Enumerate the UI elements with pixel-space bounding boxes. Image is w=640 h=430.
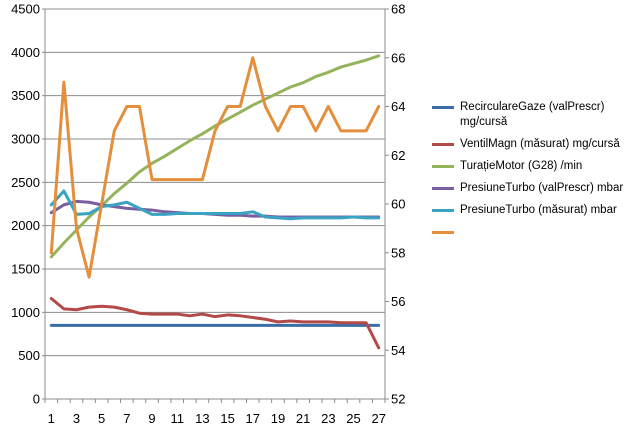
left-tick-label: 3500 xyxy=(11,88,40,103)
right-tick-label: 68 xyxy=(391,2,405,17)
legend-item: TurațieMotor (G28) /min xyxy=(432,159,638,174)
x-tick-label: 23 xyxy=(321,411,335,426)
right-axis-ticks: 52 54 56 58 60 62 64 66 68 xyxy=(391,2,405,407)
left-tick-label: 0 xyxy=(33,392,40,407)
left-tick-label: 1000 xyxy=(11,305,40,320)
right-tick-label: 52 xyxy=(391,392,405,407)
left-tick-label: 4500 xyxy=(11,2,40,17)
x-tick-label: 1 xyxy=(48,411,55,426)
left-axis-ticks: 0 500 1000 1500 2000 2500 3000 3500 4000 4500 xyxy=(11,2,40,407)
right-tick-label: 62 xyxy=(391,148,405,163)
x-tick-label: 9 xyxy=(148,411,155,426)
left-tick-label: 2000 xyxy=(11,218,40,233)
x-tick-label: 11 xyxy=(170,411,184,426)
legend-item: PresiuneTurbo (valPrescr) mbar xyxy=(432,181,638,196)
axes xyxy=(42,8,389,403)
series-line-5 xyxy=(49,189,381,221)
legend-label: RecirculareGaze (valPrescr) mg/cursă xyxy=(460,101,605,128)
x-tick-label: 27 xyxy=(371,411,385,426)
series-line-6 xyxy=(49,56,381,279)
x-tick-label: 7 xyxy=(123,411,130,426)
legend-swatch xyxy=(432,231,454,234)
x-tick-label: 21 xyxy=(296,411,310,426)
x-tick-label: 15 xyxy=(220,411,234,426)
series-line-3 xyxy=(49,54,381,259)
right-tick-label: 58 xyxy=(391,245,405,260)
legend-item xyxy=(432,225,638,234)
left-tick-label: 500 xyxy=(18,348,40,363)
x-axis-ticks: 1 3 5 7 9 11 13 15 17 19 21 23 25 27 xyxy=(48,411,386,426)
x-tick-label: 13 xyxy=(195,411,209,426)
legend-label: TurațieMotor (G28) /min xyxy=(460,160,583,172)
series-lines xyxy=(49,54,381,350)
legend: RecirculareGaze (valPrescr) mg/cursă Vent… xyxy=(432,100,638,241)
legend-swatch xyxy=(432,209,454,212)
legend-swatch xyxy=(432,187,454,190)
right-tick-label: 56 xyxy=(391,294,405,309)
left-tick-label: 4000 xyxy=(11,45,40,60)
right-tick-label: 54 xyxy=(391,343,405,358)
gridlines xyxy=(45,8,385,400)
right-tick-label: 64 xyxy=(391,99,405,114)
x-tick-label: 25 xyxy=(346,411,360,426)
legend-item: RecirculareGaze (valPrescr) mg/cursă xyxy=(432,100,638,130)
legend-item: PresiuneTurbo (măsurat) mbar xyxy=(432,203,638,218)
series-line-2 xyxy=(49,296,381,350)
right-tick-label: 66 xyxy=(391,50,405,65)
legend-swatch xyxy=(432,106,454,109)
legend-label: PresiuneTurbo (măsurat) mbar xyxy=(460,204,617,216)
x-tick-label: 5 xyxy=(98,411,105,426)
legend-swatch xyxy=(432,143,454,146)
legend-label: VentilMagn (măsurat) mg/cursă xyxy=(460,138,620,150)
x-tick-label: 17 xyxy=(246,411,260,426)
legend-label: PresiuneTurbo (valPrescr) mbar xyxy=(460,182,624,194)
x-tick-label: 19 xyxy=(271,411,285,426)
legend-item: VentilMagn (măsurat) mg/cursă xyxy=(432,137,638,152)
legend-swatch xyxy=(432,165,454,168)
right-tick-label: 60 xyxy=(391,197,405,212)
left-tick-label: 2500 xyxy=(11,175,40,190)
left-tick-label: 3000 xyxy=(11,132,40,147)
left-tick-label: 1500 xyxy=(11,262,40,277)
x-tick-label: 3 xyxy=(73,411,80,426)
